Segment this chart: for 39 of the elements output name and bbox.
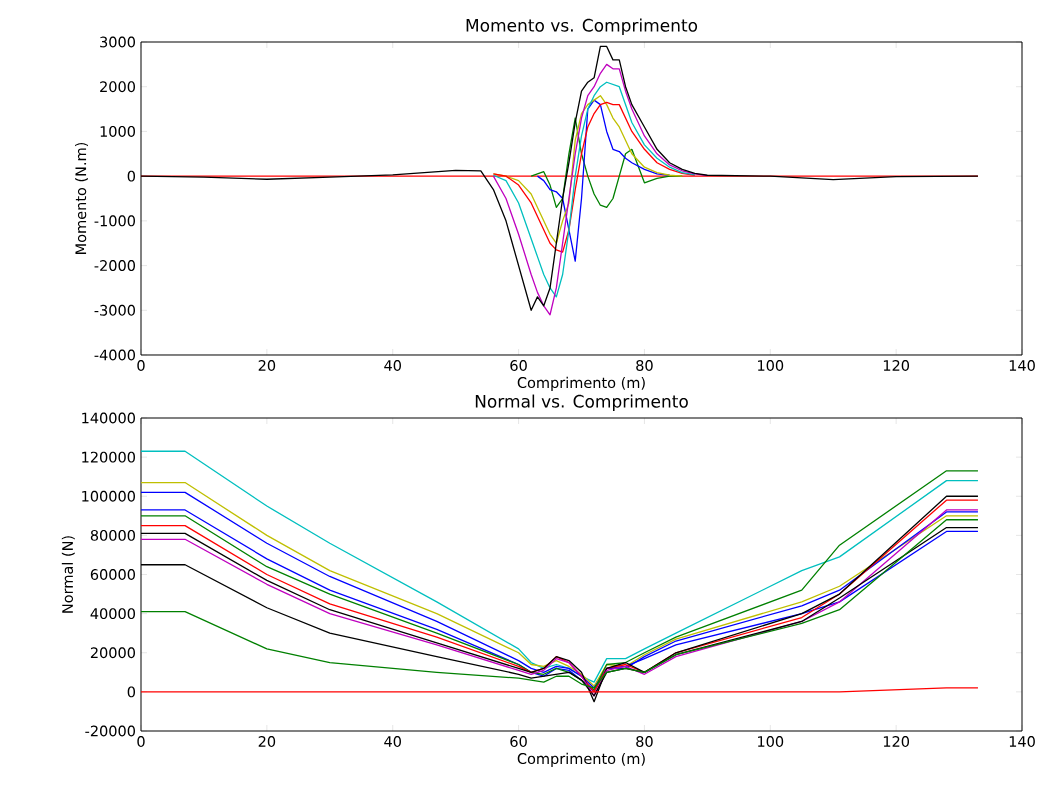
y-tick-label: 40000 — [90, 608, 135, 620]
x-tick-label: 100 — [758, 360, 784, 371]
y-tick-label: -2000 — [94, 260, 135, 272]
chart-title: Momento vs. Comprimento — [466, 18, 698, 35]
x-axis-title: Comprimento (m) — [517, 376, 645, 391]
y-tick-label: 60000 — [90, 569, 135, 580]
y-tick-label: 0 — [127, 170, 136, 182]
x-tick-label: 20 — [258, 360, 276, 371]
x-tick-label: 140 — [1009, 360, 1035, 371]
y-tick-label: 1000 — [100, 125, 135, 137]
y-tick-label: 0 — [127, 686, 136, 698]
x-tick-label: 100 — [758, 736, 784, 748]
x-tick-label: 0 — [137, 736, 145, 748]
x-tick-label: 40 — [384, 360, 401, 371]
x-tick-label: 40 — [384, 736, 401, 748]
y-axis-title: Momento (N.m) — [75, 142, 88, 254]
y-tick-label: 20000 — [90, 647, 135, 659]
y-tick-label: -3000 — [94, 304, 135, 316]
x-tick-label: 60 — [510, 736, 527, 748]
x-tick-label: 20 — [258, 736, 276, 748]
x-tick-label: 120 — [883, 360, 910, 371]
y-tick-label: 100000 — [82, 490, 135, 502]
y-axis-title: Normal (N) — [61, 536, 75, 613]
x-tick-label: 60 — [510, 360, 527, 371]
y-tick-label: 140000 — [82, 412, 135, 424]
x-tick-label: 0 — [137, 360, 145, 371]
x-axis-title: Comprimento (m) — [517, 752, 645, 767]
y-tick-label: 3000 — [100, 36, 135, 48]
x-tick-label: 120 — [883, 736, 910, 748]
x-tick-label: 80 — [636, 360, 653, 371]
y-tick-label: -1000 — [94, 215, 135, 227]
y-tick-label: 80000 — [90, 529, 135, 541]
x-tick-label: 140 — [1009, 736, 1035, 748]
chart-title: Normal vs. Comprimento — [475, 394, 688, 411]
y-tick-label: -20000 — [85, 725, 135, 737]
y-tick-label: -4000 — [94, 349, 135, 361]
x-tick-label: 80 — [636, 736, 653, 748]
y-tick-label: 2000 — [100, 81, 135, 93]
y-tick-label: 120000 — [82, 451, 135, 463]
